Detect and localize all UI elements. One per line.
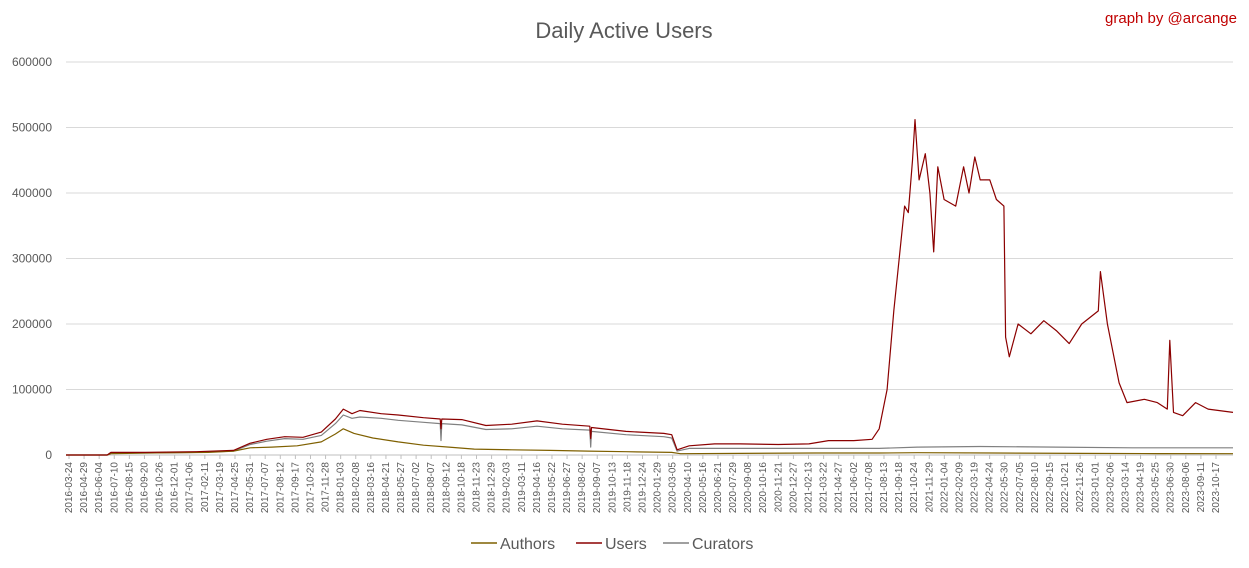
x-tick-label: 2016-03-24 [64,462,75,514]
x-tick-label: 2018-08-07 [426,462,437,514]
x-tick-label: 2020-10-16 [758,462,769,514]
x-tick-label: 2021-09-18 [894,462,905,514]
x-tick-label: 2023-08-06 [1181,462,1192,514]
x-tick-label: 2019-04-16 [532,462,543,514]
x-tick-label: 2020-06-21 [713,462,724,514]
y-tick-label: 100000 [12,383,52,397]
x-tick-label: 2016-09-20 [139,462,150,514]
x-tick-label: 2017-02-11 [200,462,211,513]
x-tick-label: 2019-05-22 [547,462,558,514]
x-tick-label: 2020-05-16 [698,462,709,514]
x-tick-label: 2018-02-08 [351,462,362,514]
x-tick-label: 2019-06-27 [562,462,573,514]
x-tick-label: 2022-04-24 [985,462,996,514]
x-tick-label: 2019-10-13 [607,462,618,514]
y-axis-ticks: 0 100000 200000 300000 400000 500000 600000 [12,55,52,462]
x-tick-label: 2023-03-14 [1120,462,1131,514]
x-tick-label: 2021-07-08 [864,462,875,514]
x-tick-label: 2018-07-02 [411,462,422,514]
x-tick-label: 2020-07-29 [728,462,739,514]
x-tick-label: 2018-04-21 [381,462,392,514]
x-tick-label: 2018-12-29 [487,462,498,514]
x-tick-label: 2022-10-21 [1060,462,1071,514]
x-tick-label: 2017-04-25 [230,462,241,514]
x-tick-label: 2018-11-23 [471,462,482,513]
x-tick-label: 2023-05-25 [1151,462,1162,514]
series-line-users [66,118,1234,456]
x-tick-label: 2017-08-12 [275,462,286,514]
x-tick-label: 2023-09-11 [1196,462,1207,513]
x-tick-label: 2023-02-06 [1105,462,1116,514]
series-lines [66,118,1234,456]
x-tick-label: 2022-03-19 [970,462,981,514]
x-tick-label: 2021-08-13 [879,462,890,514]
x-tick-label: 2019-02-03 [502,462,513,514]
x-tick-label: 2022-05-30 [1000,462,1011,514]
x-tick-label: 2021-11-29 [924,462,935,513]
x-tick-label: 2021-06-02 [849,462,860,514]
legend-label-curators: Curators [692,536,753,553]
x-tick-label: 2020-09-08 [743,462,754,514]
y-tick-label: 0 [45,448,52,462]
x-tick-label: 2022-08-10 [1030,462,1041,514]
x-tick-label: 2019-12-24 [638,462,649,514]
y-tick-label: 600000 [12,55,52,69]
series-line-authors [66,428,1234,456]
x-tick-label: 2017-09-17 [290,462,301,514]
y-tick-label: 500000 [12,121,52,135]
x-tick-label: 2019-11-18 [622,462,633,513]
legend-label-authors: Authors [500,536,555,553]
x-tick-label: 2018-09-12 [441,462,452,514]
x-tick-label: 2023-04-19 [1136,462,1147,514]
x-tick-label: 2019-09-07 [592,462,603,514]
x-tick-label: 2017-07-07 [260,462,271,514]
x-axis-ticks: 2016-03-24 2016-04-29 2016-06-04 2016-07-10… [64,455,1222,513]
x-tick-label: 2018-05-27 [396,462,407,514]
x-tick-label: 2019-03-11 [517,462,528,513]
x-tick-label: 2020-11-21 [773,462,784,513]
chart-credit: graph by @arcange [1105,10,1237,27]
x-tick-label: 2016-04-29 [79,462,90,514]
x-tick-label: 2016-12-01 [170,462,181,514]
x-tick-label: 2017-01-06 [185,462,196,514]
legend: Authors Users Curators [471,536,753,553]
x-tick-label: 2021-03-22 [819,462,830,514]
x-tick-label: 2023-01-01 [1090,462,1101,514]
legend-label-users: Users [605,536,647,553]
x-tick-label: 2022-11-26 [1075,462,1086,513]
x-tick-label: 2016-06-04 [94,462,105,514]
x-tick-label: 2016-07-10 [109,462,120,514]
x-tick-label: 2021-02-13 [804,462,815,514]
x-tick-label: 2022-01-04 [939,462,950,514]
x-tick-label: 2017-03-19 [215,462,226,514]
x-tick-label: 2019-08-02 [577,462,588,514]
x-tick-label: 2017-05-31 [245,462,256,514]
x-tick-label: 2020-04-10 [683,462,694,514]
x-tick-label: 2023-10-17 [1211,462,1222,514]
x-tick-label: 2017-10-23 [305,462,316,514]
x-tick-label: 2022-07-05 [1015,462,1026,514]
series-line-curators [66,414,1233,456]
x-tick-label: 2022-09-15 [1045,462,1056,514]
x-tick-label: 2022-02-09 [954,462,965,514]
y-tick-label: 200000 [12,317,52,331]
x-tick-label: 2018-10-18 [456,462,467,514]
x-tick-label: 2023-06-30 [1166,462,1177,514]
x-tick-label: 2016-10-26 [155,462,166,514]
x-tick-label: 2021-10-24 [909,462,920,514]
x-tick-label: 2017-11-28 [321,462,332,513]
x-tick-label: 2016-08-15 [124,462,135,514]
x-tick-label: 2018-01-03 [336,462,347,514]
x-tick-label: 2020-01-29 [653,462,664,514]
y-tick-label: 300000 [12,252,52,266]
x-tick-label: 2018-03-16 [366,462,377,514]
grid-lines [66,61,1233,456]
chart-title: Daily Active Users [535,18,712,43]
y-tick-label: 400000 [12,186,52,200]
x-tick-label: 2020-12-27 [788,462,799,514]
x-tick-label: 2020-03-05 [668,462,679,514]
x-tick-label: 2021-04-27 [834,462,845,514]
